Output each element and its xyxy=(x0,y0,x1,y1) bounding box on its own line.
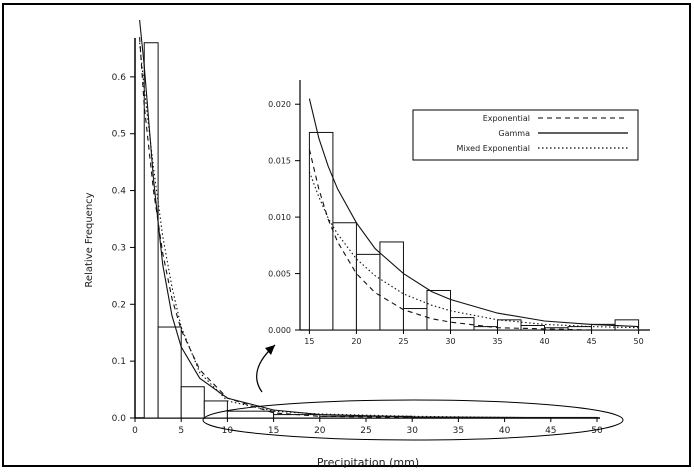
main-curves xyxy=(139,19,598,419)
legend-entry-gamma: Gamma xyxy=(498,129,628,138)
main-x-tick-label: 0 xyxy=(132,426,138,436)
inset-y-tick-label: 0.020 xyxy=(268,100,291,109)
inset-x-tick-label: 50 xyxy=(634,337,644,346)
main-x-tick-label: 35 xyxy=(453,426,464,436)
main-y-tick-label: 0.6 xyxy=(112,73,127,83)
main-x-tick-label: 30 xyxy=(406,426,418,436)
callout-ellipse xyxy=(202,399,624,441)
main-bin xyxy=(203,400,228,419)
inset-x-tick-label: 40 xyxy=(539,337,549,346)
main-y-ticks: 0.0 0.1 0.2 0.3 0.4 0.5 0.6 xyxy=(112,73,135,424)
main-y-tick-label: 0.5 xyxy=(112,130,126,140)
legend-entry-mixed-exponential: Mixed Exponential xyxy=(457,144,628,153)
main-x-axis-label: Precipitation (mm) xyxy=(317,456,419,469)
main-x-ticks: 0 5 10 15 20 25 30 35 40 45 50 xyxy=(132,418,603,436)
main-y-tick-label: 0.0 xyxy=(112,414,127,424)
legend-label: Mixed Exponential xyxy=(457,144,530,153)
main-curve-mixed-exponential xyxy=(139,42,598,419)
main-y-tick-label: 0.3 xyxy=(112,243,126,253)
main-x-tick-label: 25 xyxy=(360,426,371,436)
inset-bin xyxy=(402,308,428,331)
inset-x-tick-label: 35 xyxy=(492,337,502,346)
main-x-tick-label: 10 xyxy=(222,426,234,436)
inset-bin xyxy=(355,253,381,331)
main-bin xyxy=(180,386,205,419)
inset-chart: 0.000 0.005 0.010 0.015 0.020 15 20 25 30 35 40 45… xyxy=(268,80,650,346)
inset-y-tick-label: 0.005 xyxy=(268,270,291,279)
inset-curve-exponential xyxy=(308,149,639,331)
callout-arrowhead xyxy=(265,345,275,355)
main-y-tick-label: 0.1 xyxy=(112,357,126,367)
inset-x-tick-label: 20 xyxy=(351,337,361,346)
inset-x-tick-label: 45 xyxy=(586,337,596,346)
legend: Exponential Gamma Mixed Exponential xyxy=(412,109,639,161)
main-x-tick-label: 15 xyxy=(268,426,279,436)
inset-x-ticks: 15 20 25 30 35 40 45 50 xyxy=(304,330,644,346)
inset-x-tick-label: 15 xyxy=(304,337,314,346)
main-x-tick-label: 40 xyxy=(499,426,511,436)
legend-entry-exponential: Exponential xyxy=(483,114,628,123)
inset-y-tick-label: 0.015 xyxy=(268,157,291,166)
main-chart: 0.0 0.1 0.2 0.3 0.4 0.5 0.6 0 5 10 15 20 25 30 35 40 45… xyxy=(84,19,603,469)
legend-box xyxy=(412,109,639,161)
main-bin xyxy=(226,410,275,419)
inset-y-tick-label: 0.010 xyxy=(268,213,291,222)
legend-label: Gamma xyxy=(498,129,530,138)
main-curve-gamma xyxy=(139,19,598,419)
inset-curves xyxy=(308,98,639,331)
main-bin xyxy=(143,42,159,419)
inset-y-ticks: 0.000 0.005 0.010 0.015 0.020 xyxy=(268,100,300,335)
main-y-axis-label: Relative Frequency xyxy=(84,192,95,287)
main-x-tick-label: 20 xyxy=(314,426,326,436)
inset-bin xyxy=(473,326,499,331)
inset-x-tick-label: 30 xyxy=(445,337,455,346)
legend-label: Exponential xyxy=(483,114,530,123)
inset-bin xyxy=(544,327,569,331)
inset-bin xyxy=(497,319,522,331)
main-bin xyxy=(157,326,182,419)
main-y-tick-label: 0.4 xyxy=(112,187,127,197)
main-x-tick-label: 50 xyxy=(591,426,603,436)
inset-histogram-bins xyxy=(308,131,640,331)
main-y-tick-label: 0.2 xyxy=(112,300,126,310)
main-x-tick-label: 45 xyxy=(545,426,556,436)
inset-curve-gamma xyxy=(308,98,639,328)
inset-y-tick-label: 0.000 xyxy=(268,326,291,335)
inset-bin xyxy=(614,319,640,331)
main-x-tick-label: 5 xyxy=(178,426,184,436)
inset-x-tick-label: 25 xyxy=(398,337,408,346)
